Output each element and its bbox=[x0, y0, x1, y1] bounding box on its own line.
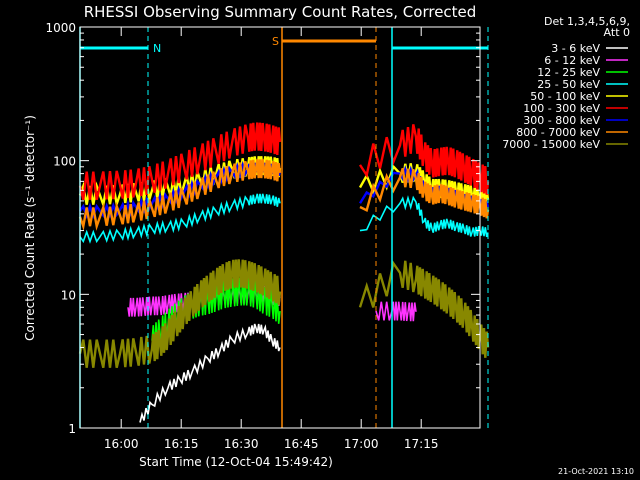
x-tick-label: 17:00 bbox=[344, 437, 379, 451]
series-line bbox=[78, 156, 282, 210]
legend-entry-label: 12 - 25 keV bbox=[537, 66, 600, 79]
series-line bbox=[359, 195, 489, 238]
legend-entry-label: 6 - 12 keV bbox=[544, 54, 600, 67]
series-line bbox=[139, 323, 281, 423]
legend-entry-label: 300 - 800 keV bbox=[523, 114, 600, 127]
x-tick-label: 16:30 bbox=[224, 437, 259, 451]
legend-entry-label: 3 - 6 keV bbox=[551, 42, 600, 55]
generated-timestamp: 21-Oct-2021 13:10 bbox=[558, 467, 634, 476]
legend-entry-label: 50 - 100 keV bbox=[530, 90, 600, 103]
series-line bbox=[79, 193, 281, 244]
x-axis-label: Start Time (12-Oct-04 15:49:42) bbox=[139, 455, 333, 469]
series-line bbox=[359, 167, 490, 219]
y-tick-label: 1000 bbox=[45, 21, 76, 35]
annotation-label: N bbox=[153, 42, 161, 55]
x-tick-label: 16:15 bbox=[164, 437, 199, 451]
legend-header: Att 0 bbox=[604, 26, 630, 39]
y-tick-label: 100 bbox=[53, 155, 76, 169]
legend-entry-label: 25 - 50 keV bbox=[537, 78, 600, 91]
x-tick-label: 16:45 bbox=[284, 437, 319, 451]
plot-frame bbox=[79, 26, 481, 429]
legend-entry-label: 7000 - 15000 keV bbox=[502, 138, 600, 151]
annotation-label: S bbox=[272, 35, 279, 48]
axes-layer: 16:00 16:15 16:30 16:45 17:00 17:15 1 10 100 1000 bbox=[45, 21, 481, 451]
series-layer bbox=[78, 122, 490, 423]
series-line bbox=[78, 159, 282, 231]
series-line bbox=[358, 260, 490, 358]
series-line bbox=[375, 301, 417, 322]
x-tick-label: 16:00 bbox=[104, 437, 139, 451]
y-axis-label: Corrected Count Rate (s⁻¹ detector⁻¹) bbox=[23, 115, 37, 341]
legend-entry-label: 100 - 300 keV bbox=[523, 102, 600, 115]
legend-entry-label: 800 - 7000 keV bbox=[516, 126, 600, 139]
series-line bbox=[78, 122, 282, 200]
x-tick-label: 17:15 bbox=[404, 437, 439, 451]
y-tick-label: 1 bbox=[68, 422, 76, 436]
chart-title: RHESSI Observing Summary Count Rates, Co… bbox=[84, 3, 477, 21]
series-line bbox=[78, 259, 282, 368]
series-line bbox=[358, 124, 490, 195]
legend-header: Det 1,3,4,5,6,9, bbox=[544, 15, 630, 28]
y-tick-label: 10 bbox=[61, 288, 76, 302]
